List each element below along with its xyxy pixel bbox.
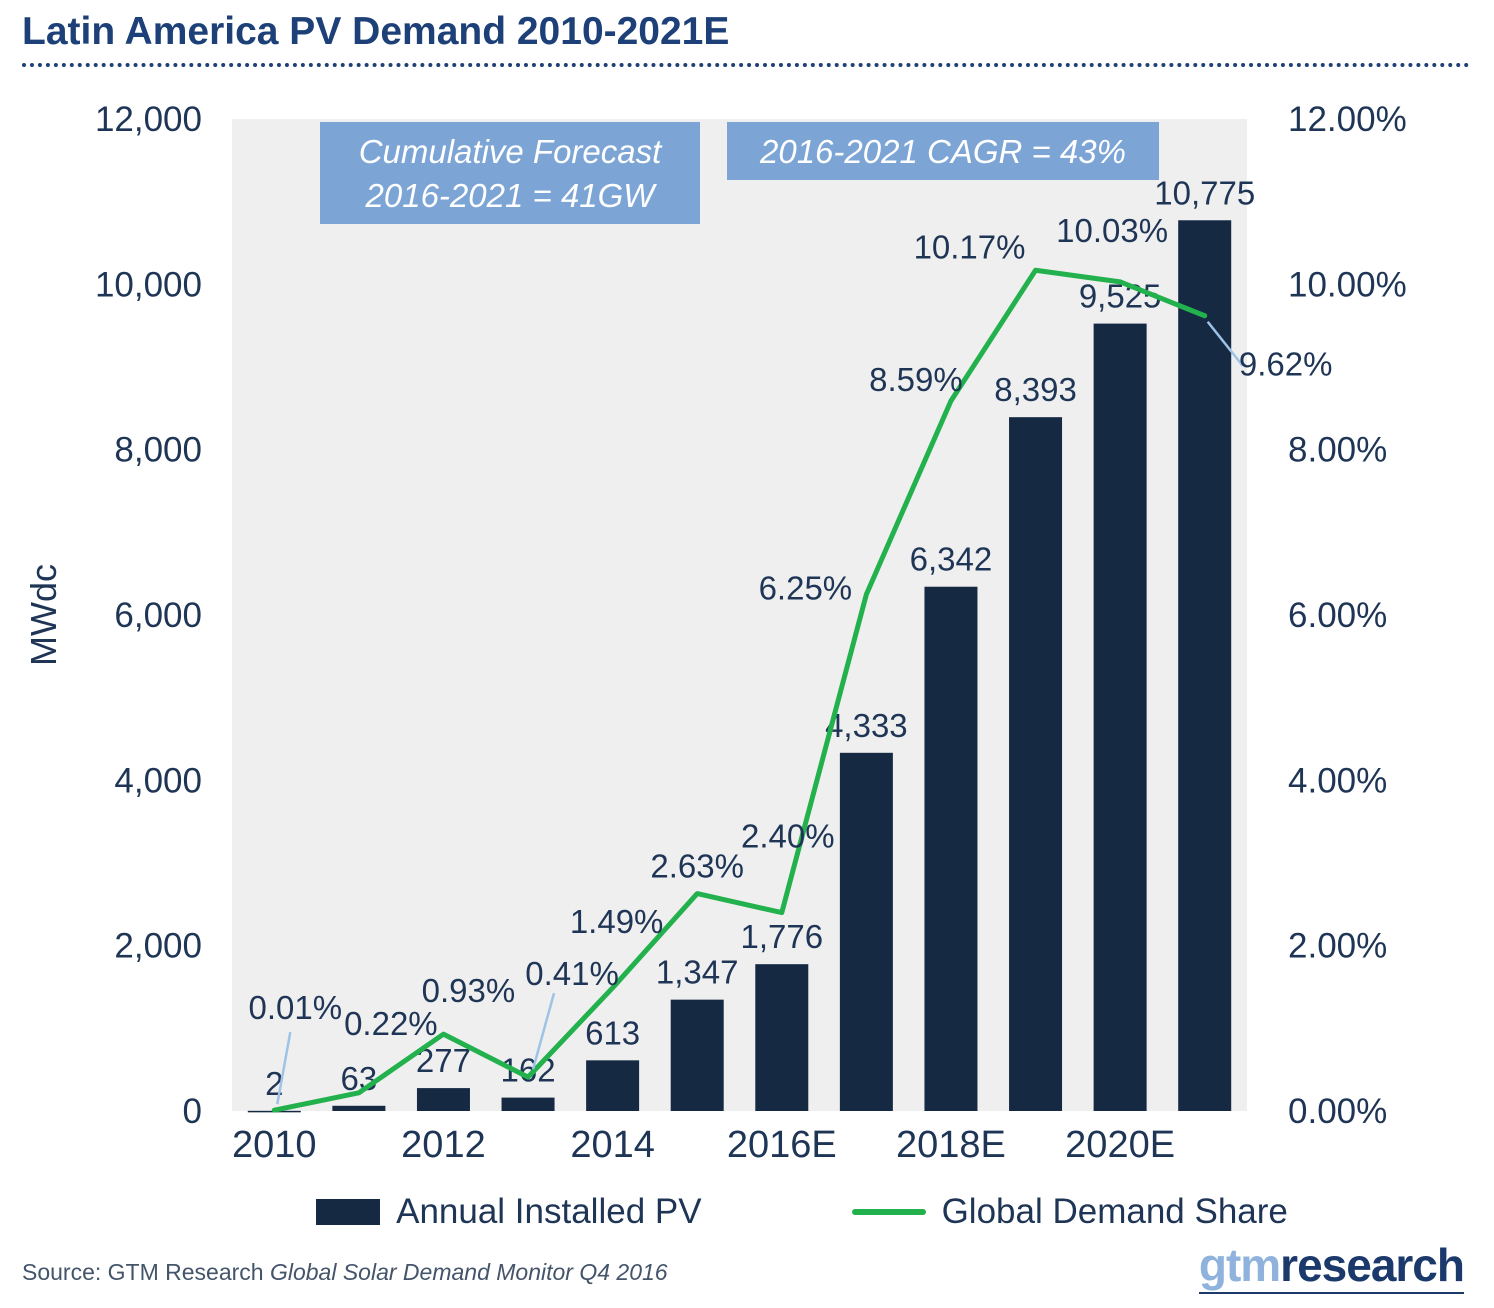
x-axis-tick-label: 2014 (570, 1124, 655, 1166)
left-axis-tick-label: 4,000 (114, 761, 202, 800)
source-text: Source: GTM Research Global Solar Demand… (22, 1259, 668, 1294)
bar-2020E (1093, 323, 1147, 1112)
share-value-label: 10.03% (1056, 212, 1168, 249)
x-axis-tick-label: 2012 (401, 1124, 486, 1166)
bar-2011 (332, 1105, 386, 1111)
bar-2014 (586, 1060, 640, 1111)
x-axis-tick-label: 2020E (1065, 1124, 1175, 1166)
right-axis-tick-label: 6.00% (1288, 596, 1387, 635)
chart-legend: Annual Installed PV Global Demand Share (0, 1192, 1494, 1232)
legend-label-global-demand-share: Global Demand Share (941, 1192, 1288, 1231)
title-divider (22, 63, 1470, 67)
logo-research-text: research (1280, 1239, 1465, 1291)
source-prefix: Source: GTM Research (22, 1259, 270, 1285)
right-axis-tick-label: 8.00% (1288, 431, 1387, 470)
footer: Source: GTM Research Global Solar Demand… (0, 1232, 1494, 1294)
pv-demand-chart: Cumulative Forecast 2016-2021 = 41GW 2016-… (23, 100, 1407, 1166)
bar-2015 (670, 999, 724, 1111)
share-value-label: 8.59% (869, 361, 963, 398)
share-value-label: 0.22% (344, 1005, 438, 1042)
share-value-label: 6.25% (759, 569, 853, 606)
bar-2016E (755, 964, 809, 1111)
bar-2019E (1009, 417, 1063, 1111)
bar-2012 (416, 1088, 470, 1111)
callout-leader-line (1206, 320, 1244, 367)
logo-gtm-text: gtm (1198, 1239, 1281, 1291)
bar-value-label: 6,342 (910, 541, 993, 578)
left-axis-tick-label: 6,000 (114, 596, 202, 635)
left-axis-tick-label: 12,000 (95, 100, 202, 139)
share-value-label: 2.40% (741, 818, 835, 855)
gtm-research-logo: gtmresearch (1198, 1239, 1465, 1294)
bar-swatch (316, 1199, 381, 1225)
callout-leader-line (276, 1031, 292, 1105)
bar-value-label: 8,393 (994, 371, 1077, 408)
share-value-label: 0.93% (422, 972, 516, 1009)
legend-label-annual-installed-pv: Annual Installed PV (396, 1192, 702, 1231)
callout-leader-line (531, 992, 556, 1070)
share-value-label: 9.62% (1239, 346, 1333, 383)
bar-value-label: 1,776 (740, 918, 823, 955)
line-swatch (851, 1209, 926, 1215)
left-axis-tick-label: 0 (183, 1092, 202, 1131)
share-value-label: 0.01% (249, 989, 343, 1026)
bar-value-label: 4,333 (825, 707, 908, 744)
source-publication: Global Solar Demand Monitor Q4 2016 (269, 1259, 668, 1285)
share-value-label: 0.41% (525, 955, 619, 992)
right-axis-tick-label: 10.00% (1288, 265, 1407, 304)
right-axis-tick-label: 2.00% (1288, 927, 1387, 966)
bar-2021E (1178, 220, 1232, 1111)
bar-2018E (924, 586, 978, 1111)
annotation-text: 2016-2021 CAGR = 43% (759, 133, 1126, 170)
bar-2017E (839, 752, 893, 1111)
left-axis-title: MWdc (23, 564, 64, 666)
chart-header: Latin America PV Demand 2010-2021E (0, 0, 1494, 67)
plot-area (232, 119, 1247, 1111)
annotation-box-1: Cumulative Forecast 2016-2021 = 41GW (320, 122, 700, 224)
global-demand-share-line (271, 267, 1208, 1113)
right-axis-tick-label: 0.00% (1288, 1092, 1387, 1131)
legend-item-global-demand-share: Global Demand Share (851, 1192, 1288, 1232)
left-axis-tick-label: 8,000 (114, 431, 202, 470)
share-value-label: 10.17% (914, 228, 1026, 265)
x-axis-tick-label: 2016E (727, 1124, 837, 1166)
x-axis-tick-label: 2018E (896, 1124, 1006, 1166)
annotation-text: 2016-2021 = 41GW (365, 177, 658, 214)
legend-item-annual-installed-pv: Annual Installed PV (316, 1192, 702, 1232)
right-axis-tick-label: 12.00% (1288, 100, 1407, 139)
left-axis-tick-label: 2,000 (114, 927, 202, 966)
bar-value-label: 1,347 (656, 954, 739, 991)
bar-value-label: 613 (585, 1014, 640, 1051)
right-axis-tick-label: 4.00% (1288, 761, 1387, 800)
share-value-label: 1.49% (570, 903, 664, 940)
annotation-box-2: 2016-2021 CAGR = 43% (727, 122, 1159, 180)
bar-value-label: 10,775 (1154, 174, 1255, 211)
bar-2013 (501, 1097, 555, 1111)
x-axis-tick-label: 2010 (232, 1124, 317, 1166)
annotation-text: Cumulative Forecast (359, 133, 663, 170)
share-value-label: 2.63% (650, 848, 744, 885)
page-title: Latin America PV Demand 2010-2021E (22, 10, 730, 53)
left-axis-tick-label: 10,000 (95, 265, 202, 304)
